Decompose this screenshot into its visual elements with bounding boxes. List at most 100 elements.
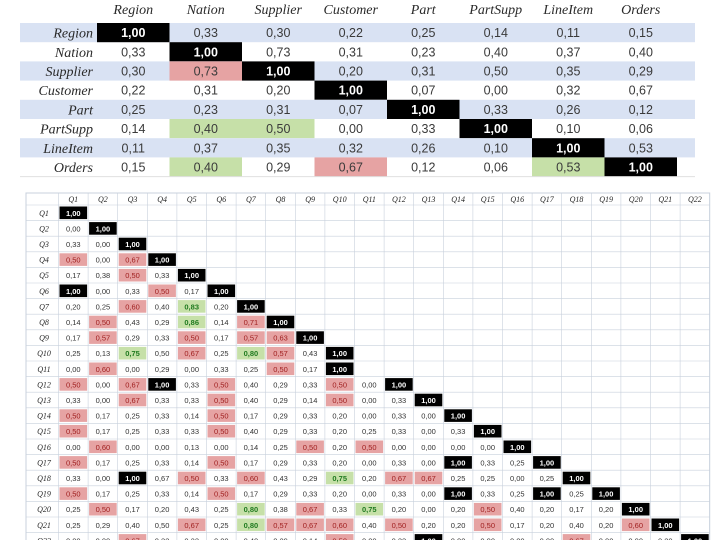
cell-value: 0,17 (96, 412, 111, 421)
col-header: Q2 (98, 195, 108, 204)
cell-value: 0,73 (194, 65, 218, 79)
highlight-red-cell (296, 440, 324, 454)
highlight-red-cell (177, 346, 206, 360)
diagonal-cell (148, 253, 176, 266)
cell-value: 0,25 (214, 349, 229, 358)
cell-value: 0,29 (155, 365, 170, 374)
row-header: Q7 (39, 302, 50, 311)
cell-value: 0,67 (184, 521, 199, 530)
highlight-red-cell (89, 502, 117, 516)
cell-value: 0,43 (184, 505, 199, 514)
highlight-red-cell (621, 518, 650, 532)
cell-value: 0,75 (125, 349, 140, 358)
cell-value: 0,30 (266, 26, 290, 40)
cell-value: 0,25 (510, 458, 525, 467)
cell-value: 0,33 (411, 122, 435, 136)
cell-value: 0,25 (451, 474, 466, 483)
cell-value: 0,00 (362, 536, 377, 540)
cell-value: 0,20 (451, 521, 466, 530)
cell-value: 0,33 (155, 412, 170, 421)
cell-value: 0,25 (510, 490, 525, 499)
cell-value: 0,33 (125, 287, 140, 296)
row-band (20, 138, 695, 158)
diagonal-cell (266, 315, 295, 329)
cell-value: 0,33 (214, 365, 229, 374)
cell-value: 0,25 (121, 103, 145, 117)
cell-value: 0,00 (362, 380, 377, 389)
cell-value: 1,00 (451, 412, 466, 421)
diagonal-cell (459, 119, 532, 139)
cell-value: 0,25 (273, 443, 288, 452)
diagonal-cell (532, 138, 605, 158)
cell-value: 0,40 (244, 380, 259, 389)
cell-value: 0,29 (273, 458, 288, 467)
cell-value: 0,33 (303, 380, 318, 389)
cell-value: 0,20 (599, 521, 614, 530)
cell-value: 0,35 (266, 141, 290, 155)
diagonal-cell (59, 284, 88, 298)
cell-value: 0,20 (540, 505, 555, 514)
cell-value: 0,17 (66, 271, 81, 280)
cell-value: 0,00 (66, 536, 81, 540)
cell-value: 0,33 (184, 396, 199, 405)
highlight-green-cell (237, 518, 265, 532)
diagonal-cell (503, 440, 532, 454)
row-header: Q15 (37, 427, 51, 436)
cell-value: 0,29 (273, 427, 288, 436)
diagonal-cell (296, 331, 324, 344)
highlight-red-cell (385, 471, 413, 485)
cell-value: 0,40 (194, 122, 218, 136)
diagonal-cell (562, 471, 591, 485)
cell-value: 0,67 (303, 521, 318, 530)
cell-value: 0,14 (121, 122, 145, 136)
cell-value: 0,00 (362, 412, 377, 421)
highlight-red-cell (237, 315, 265, 329)
row-header: Q14 (37, 412, 51, 421)
highlight-red-cell (562, 534, 591, 540)
cell-value: 1,00 (451, 490, 466, 499)
cell-value: 0,20 (421, 521, 436, 530)
cell-value: 0,33 (303, 458, 318, 467)
cell-value: 0,33 (480, 490, 495, 499)
cell-value: 0,22 (121, 84, 145, 98)
row-header: Nation (54, 46, 93, 61)
cell-value: 0,00 (96, 287, 111, 296)
col-header: Part (410, 3, 437, 18)
col-header: Orders (621, 3, 661, 18)
highlight-red-cell (237, 471, 265, 485)
cell-value: 0,67 (421, 474, 436, 483)
cell-value: 0,10 (556, 122, 580, 136)
cell-value: 0,50 (66, 380, 81, 389)
cell-value: 0,29 (273, 536, 288, 540)
cell-value: 0,33 (451, 427, 466, 436)
cell-value: 0,33 (184, 536, 199, 540)
cell-value: 0,00 (451, 536, 466, 540)
cell-value: 1,00 (480, 427, 495, 436)
col-header: Q14 (451, 195, 465, 204)
cell-value: 0,00 (421, 458, 436, 467)
cell-value: 0,13 (96, 349, 111, 358)
cell-value: 0,50 (273, 365, 288, 374)
cell-value: 0,50 (66, 412, 81, 421)
highlight-red-cell (118, 268, 147, 282)
cell-value: 1,00 (451, 458, 466, 467)
cell-value: 0,14 (66, 318, 81, 327)
cell-value: 0,25 (214, 521, 229, 530)
cell-value: 0,33 (155, 396, 170, 405)
cell-value: 0,25 (96, 302, 111, 311)
cell-value: 1,00 (121, 26, 145, 40)
cell-value: 0,50 (66, 427, 81, 436)
cell-value: 0,50 (214, 490, 229, 499)
highlight-red-cell (473, 502, 502, 516)
cell-value: 0,50 (332, 536, 347, 540)
cell-value: 0,40 (125, 521, 140, 530)
cell-value: 0,29 (273, 412, 288, 421)
highlight-red-cell (266, 346, 295, 360)
diagonal-cell (444, 487, 472, 500)
cell-value: 1,00 (411, 103, 435, 117)
cell-value: 0,50 (184, 474, 199, 483)
col-header: Q19 (599, 195, 613, 204)
highlight-red-cell (414, 471, 443, 485)
cell-value: 0,14 (214, 318, 229, 327)
diagonal-cell (444, 456, 472, 469)
